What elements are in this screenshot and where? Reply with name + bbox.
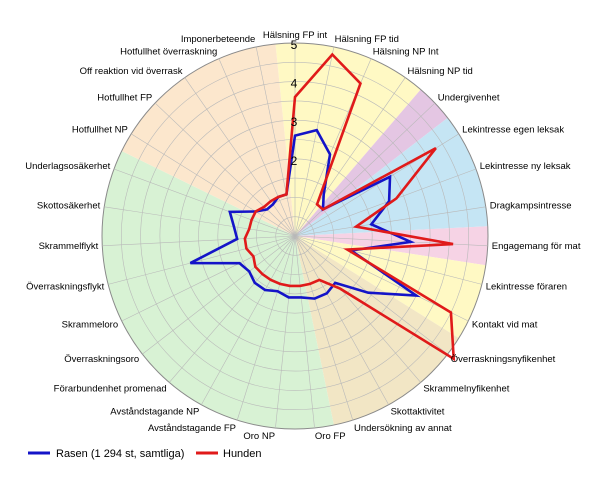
- grid-spoke: [294, 206, 486, 237]
- tick-label: 2: [291, 154, 298, 168]
- category-label: Off reaktion vid överrask: [80, 66, 183, 77]
- grid-spoke: [294, 77, 406, 237]
- category-label: Förarbundenhet promenad: [54, 384, 167, 395]
- grid-spoke: [294, 235, 482, 285]
- category-label: Kontakt vid mat: [472, 320, 538, 331]
- category-label: Hälsning NP tid: [408, 66, 473, 77]
- category-label: Avståndstagande NP: [110, 407, 199, 418]
- grid-spoke: [113, 168, 296, 237]
- tick-label: 3: [291, 115, 298, 129]
- tick-label: 4: [291, 77, 298, 91]
- grid-spoke: [294, 102, 436, 237]
- grid-spoke: [108, 235, 296, 285]
- grid-spoke: [294, 235, 488, 247]
- grid-spoke: [255, 46, 296, 237]
- radial-tick-labels: 2 3 4 5: [291, 38, 298, 168]
- grid-spoke: [142, 235, 296, 355]
- sector-2: [295, 117, 488, 236]
- category-label: Skottosäkerhet: [37, 201, 101, 212]
- category-label: Överraskningsflykt: [26, 281, 104, 292]
- grid-spoke: [201, 235, 296, 405]
- grid-spoke: [102, 235, 296, 247]
- series-1-line: [243, 52, 456, 362]
- category-label: Dragkampsintresse: [490, 201, 572, 212]
- category-label: Imponerbeteende: [181, 34, 255, 45]
- category-label: Underlagsosäkerhet: [25, 161, 110, 172]
- category-label: Undergivenhet: [438, 93, 500, 104]
- category-label: Skrammelnyfikenhet: [423, 384, 509, 395]
- grid-spoke: [294, 235, 389, 405]
- grid-spoke: [294, 46, 335, 237]
- grid-spoke: [275, 235, 296, 429]
- grid-spoke: [218, 58, 296, 237]
- grid-spoke: [104, 206, 296, 237]
- grid-spoke: [131, 133, 296, 237]
- legend: Rasen (1 294 st, samtliga) Hunden: [28, 448, 262, 460]
- category-label: Skrammeloro: [62, 320, 119, 331]
- category-label: Undersökning av annat: [354, 423, 452, 434]
- grid-spoke: [169, 235, 296, 383]
- legend-label-1: Hunden: [223, 448, 262, 460]
- grid-spoke: [294, 168, 477, 237]
- category-label: Hälsning FP int: [263, 30, 328, 41]
- sector-6: [101, 151, 334, 430]
- category-label: Lekintresse föraren: [486, 281, 567, 292]
- tick-label: 5: [291, 38, 298, 52]
- grid-spoke: [236, 235, 296, 421]
- sector-4: [295, 236, 486, 339]
- category-label: Avståndstagande FP: [148, 423, 236, 434]
- radar-grid: [101, 42, 489, 430]
- category-label: Oro NP: [243, 431, 275, 442]
- grid-spoke: [154, 102, 296, 237]
- sector-0: [275, 42, 421, 236]
- grid-spoke: [121, 235, 296, 322]
- category-label: Överraskningsoro: [64, 354, 139, 365]
- category-label: Hotfullhet NP: [72, 125, 128, 136]
- category-label: Skrammelflykt: [39, 241, 99, 252]
- category-label: Hotfullhet överraskning: [120, 46, 217, 57]
- legend-label-0: Rasen (1 294 st, samtliga): [56, 448, 184, 460]
- grid-spoke: [184, 77, 296, 237]
- category-label: Hälsning FP tid: [335, 34, 399, 45]
- grid-spoke: [294, 235, 354, 421]
- category-label: Lekintresse ny leksak: [480, 161, 571, 172]
- grid-spoke: [294, 235, 421, 383]
- category-label: Oro FP: [315, 431, 346, 442]
- category-label: Hotfullhet FP: [97, 93, 152, 104]
- category-label: Lekintresse egen leksak: [462, 125, 564, 136]
- sector-7: [121, 43, 295, 236]
- grid-spoke: [294, 235, 448, 355]
- category-label: Engagemang för mat: [492, 241, 581, 252]
- series-0-line: [189, 128, 421, 300]
- category-label: Hälsning NP Int: [373, 46, 439, 57]
- category-label: Skottaktivitet: [391, 407, 445, 418]
- category-label: Överraskningsnyfikenhet: [451, 354, 556, 365]
- grid-spoke: [294, 235, 315, 429]
- series-layer: [189, 52, 456, 362]
